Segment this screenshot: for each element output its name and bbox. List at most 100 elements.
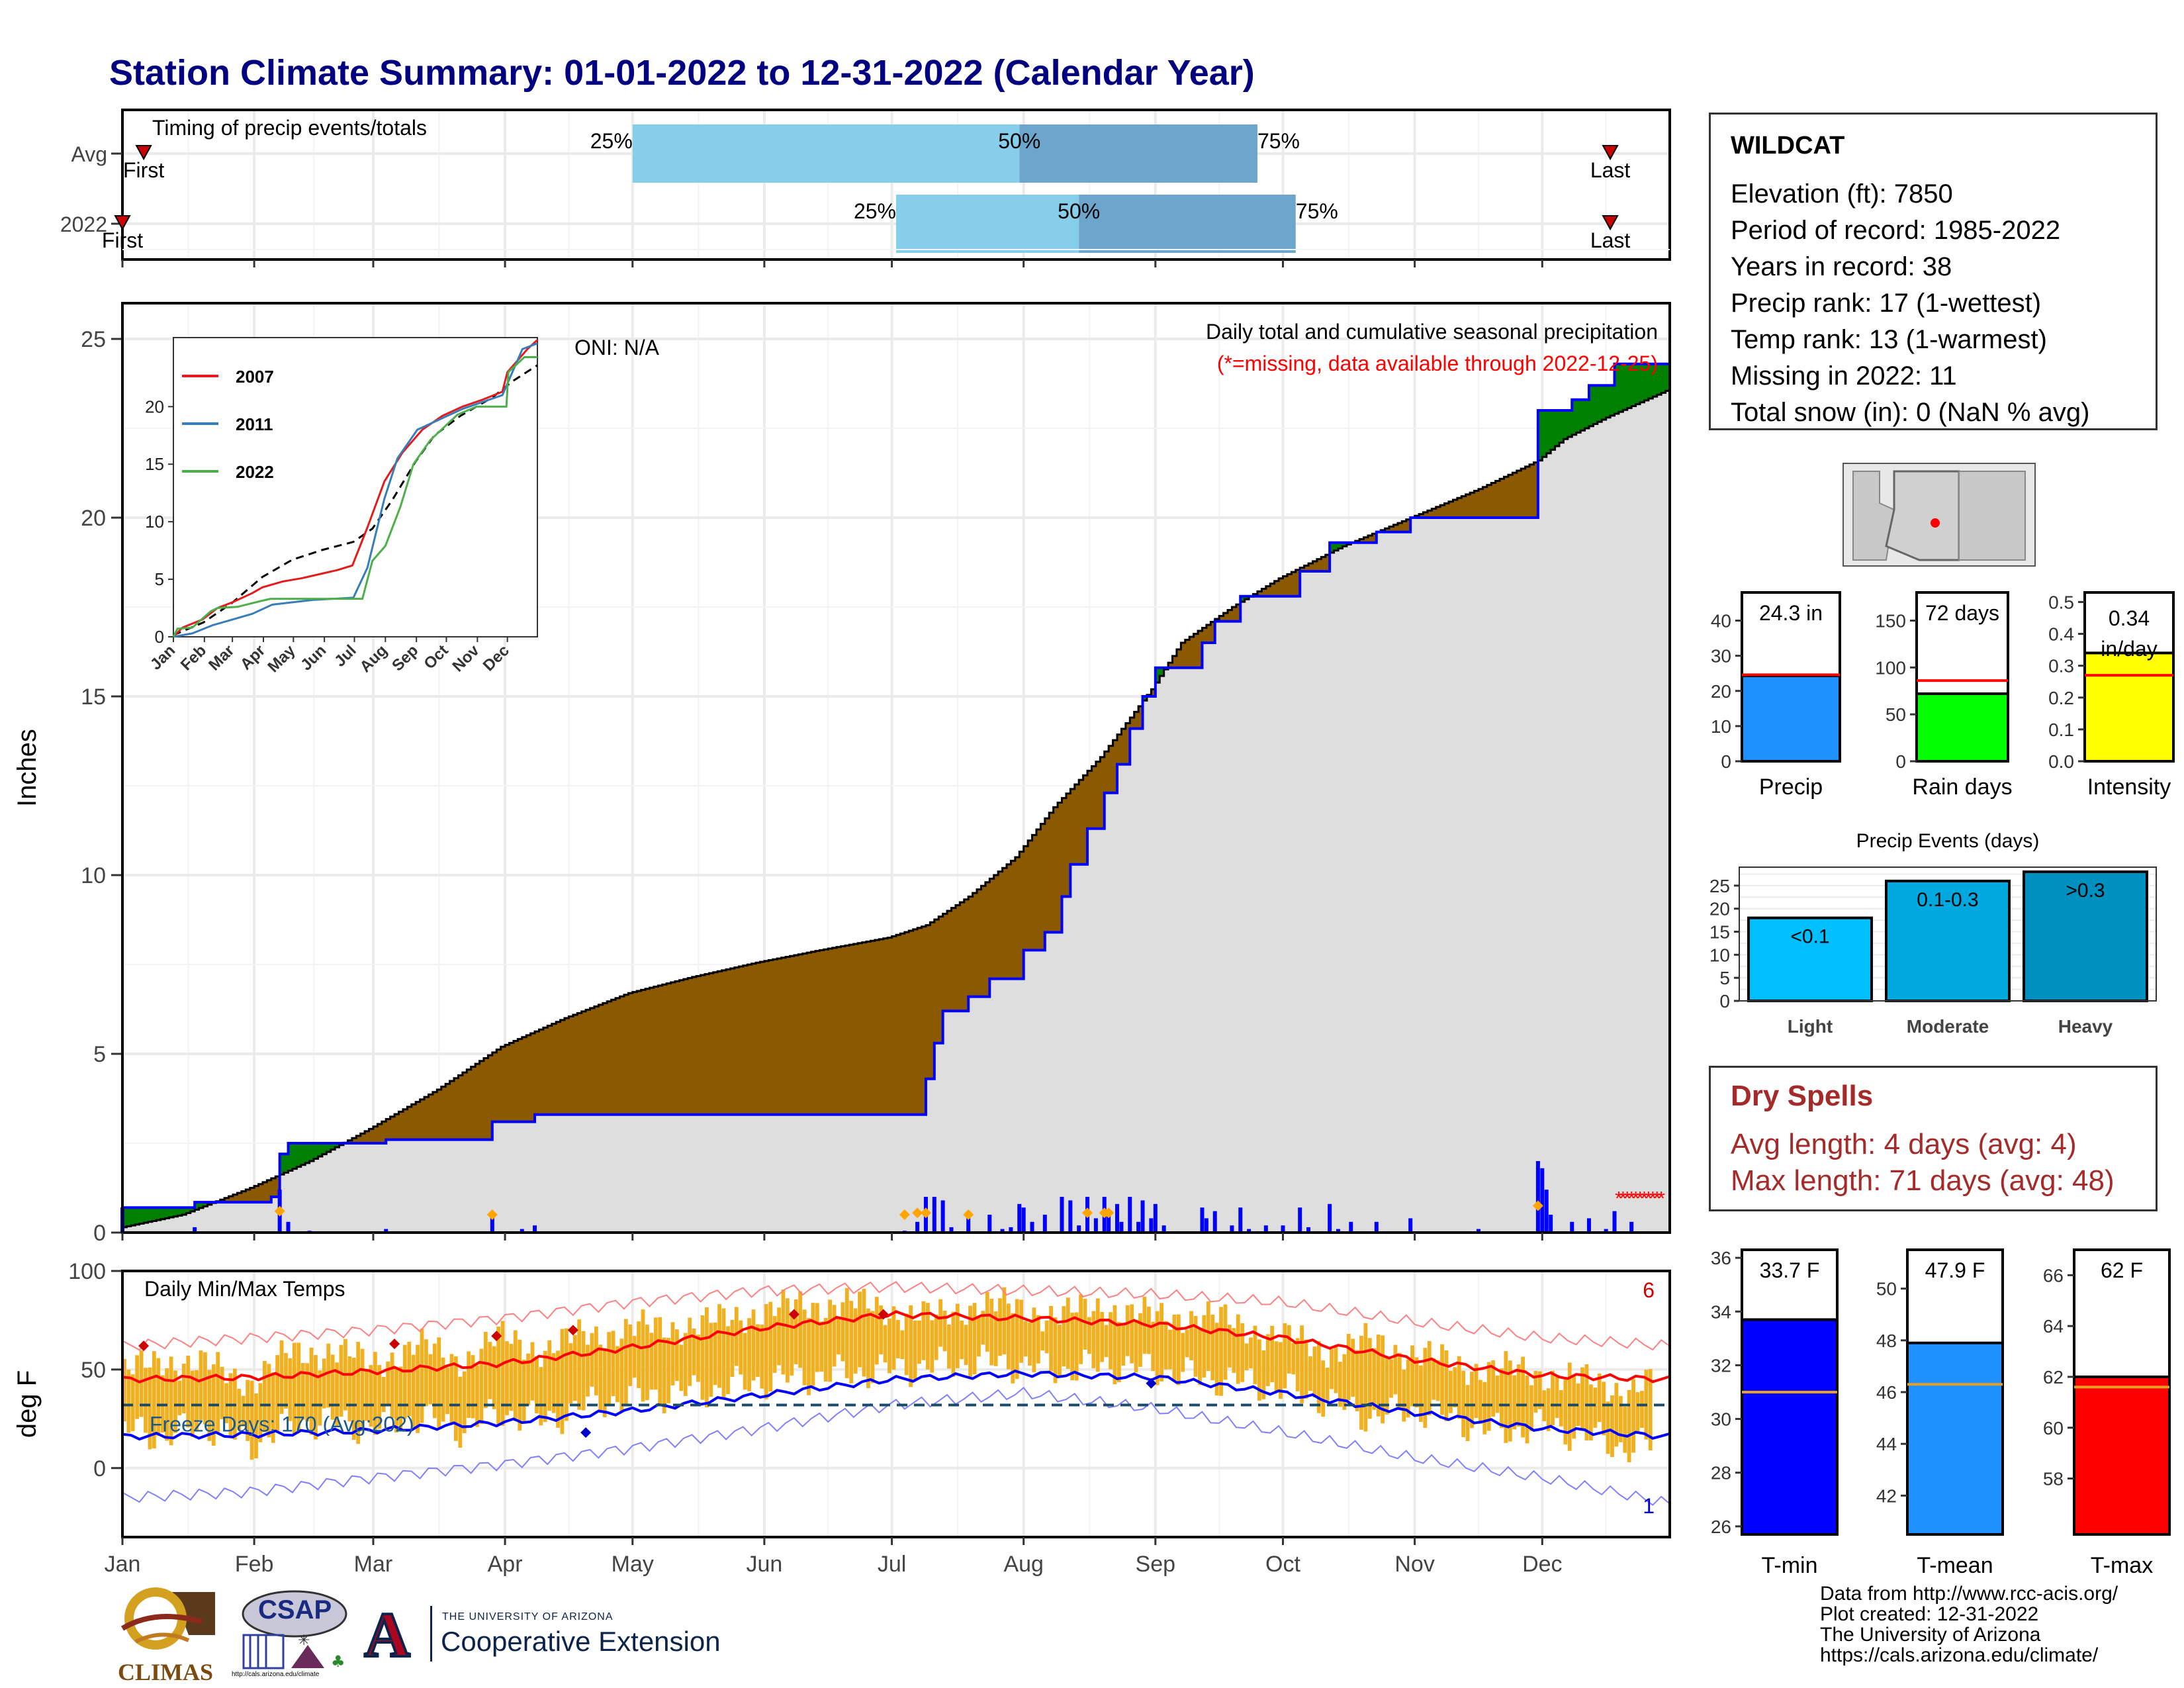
precip-daily-bar-45 [1281, 1225, 1285, 1233]
precip-daily-bar-43 [1247, 1229, 1251, 1233]
precip-extreme-marker-3 [912, 1207, 923, 1219]
timing-label-p25-Avg: 25% [590, 129, 633, 153]
precip-daily-bar-30 [1115, 1203, 1119, 1233]
precip-daily-bar-15 [966, 1218, 971, 1233]
precip-daily-bar-10 [915, 1221, 920, 1233]
precip-totals-y-tick-label-0-2: 20 [1711, 681, 1731, 702]
precip-daily-bar-12 [932, 1197, 936, 1233]
climas-logo: CLIMAS [109, 1582, 222, 1685]
precip-y-tick-label-0: 0 [93, 1221, 106, 1246]
map-newmexico-shape [1958, 471, 2026, 561]
events-bar-label-Moderate: 0.1-0.3 [1917, 889, 1978, 911]
precip-daily-bar-57 [1549, 1215, 1553, 1233]
credit-university: The University of Arizona [1820, 1624, 2041, 1646]
station-elevation: Elevation (ft): 7850 [1731, 179, 1953, 209]
credit-data-source: Data from http://www.rcc-acis.org/ [1820, 1583, 2118, 1605]
precip-totals-y-tick-label-0-0: 0 [1721, 751, 1731, 772]
temps-y-tick-label-0: 0 [93, 1456, 106, 1481]
precip-extreme-marker-8 [1103, 1207, 1115, 1219]
timing-first-label-2022: First [102, 228, 143, 252]
precip-missing-marker-7: * [1645, 1188, 1653, 1210]
precip-missing-marker-1: * [1619, 1188, 1627, 1210]
precip-missing-marker-4: * [1632, 1188, 1640, 1210]
temp-totals-category-label-1: T-mean [1917, 1553, 1993, 1578]
temp-totals-y-tick-label-2-4: 66 [2043, 1265, 2064, 1286]
timing-last-marker-Avg [1602, 145, 1619, 161]
precip-daily-bar-16 [987, 1215, 992, 1233]
precip-observed-line [121, 362, 1670, 1233]
precip-daily-bar-24 [1068, 1200, 1073, 1233]
precip-deficit-area [216, 462, 1539, 1203]
precip-daily-bar-6 [490, 1215, 494, 1233]
events-y-tick-label-2: 10 [1709, 945, 1730, 965]
precip-daily-bar-14 [949, 1227, 954, 1233]
timing-chart: Timing of precip events/totals Avg 25% 50% 7… [60, 109, 1671, 261]
timing-row-label-2022: 2022 [60, 212, 107, 236]
precip-plot-border [121, 302, 1671, 1234]
precip-daily-bar-3 [286, 1221, 291, 1233]
x-axis-tick-label-8: Sep [1136, 1552, 1176, 1577]
temp-totals-y-tick-label-0-5: 36 [1711, 1248, 1731, 1268]
station-years: Years in record: 38 [1731, 252, 1952, 281]
temps-record-high-marker-4 [788, 1309, 799, 1320]
precip-totals-value-label-1: 72 days [1925, 601, 1999, 625]
precip-daily-bar-53 [1476, 1229, 1480, 1233]
temp-totals-y-tick-label-2-2: 62 [2043, 1367, 2064, 1387]
precip-daily-bar-21 [1030, 1221, 1034, 1233]
timing-first-marker-Avg [135, 145, 152, 161]
station-snow: Total snow (in): 0 (NaN % avg) [1731, 398, 2090, 427]
temps-record-low-line [122, 1386, 1670, 1506]
temp-totals-bar-1 [1906, 1341, 2004, 1536]
x-axis-tick-label-10: Nov [1394, 1552, 1434, 1577]
precip-chart-title: Daily total and cumulative seasonal prec… [1206, 320, 1658, 344]
precip-daily-bar-46 [1298, 1207, 1302, 1233]
temps-record-high-line [122, 1281, 1670, 1351]
temp-totals-y-tick-label-1-4: 50 [1876, 1279, 1897, 1299]
precip-daily-bar-22 [1042, 1215, 1047, 1233]
temp-totals-y-tick-label-2-0: 58 [2043, 1469, 2064, 1489]
temp-totals-value-label-0: 33.7 F [1760, 1258, 1820, 1282]
precip-totals-category-label-0: Precip [1759, 774, 1823, 800]
precip-totals-y-tick-label-2-2: 0.2 [2048, 688, 2074, 708]
events-bar-Heavy [2023, 870, 2148, 1003]
precip-daily-bar-51 [1374, 1221, 1379, 1233]
precip-extreme-marker-1 [486, 1209, 498, 1220]
station-temp-rank: Temp rank: 13 (1-warmest) [1731, 325, 2047, 354]
temps-plot-border [121, 1270, 1671, 1538]
temps-avg-high-line [122, 1310, 1670, 1383]
temps-record-high-marker-5 [878, 1309, 889, 1320]
precip-daily-bar-37 [1161, 1225, 1166, 1233]
inset-plot-border [173, 337, 538, 637]
events-plot-border [1739, 867, 2157, 1002]
precip-extreme-marker-5 [963, 1209, 974, 1220]
precip-y-tick-label-3: 15 [81, 684, 106, 710]
precip-extreme-marker-4 [920, 1207, 931, 1219]
precip-daily-bar-31 [1119, 1221, 1124, 1233]
precip-totals-y-tick-label-1-0: 0 [1895, 751, 1906, 772]
credit-url: https://cals.arizona.edu/climate/ [1820, 1644, 2099, 1666]
precip-daily-bar-41 [1230, 1225, 1234, 1233]
precip-y-tick-label-2: 10 [81, 863, 106, 888]
inset-legend-label-2007: 2007 [236, 367, 274, 387]
precip-daily-bar-40 [1212, 1211, 1217, 1233]
precip-daily-bar-36 [1153, 1203, 1158, 1233]
precip-daily-bar-38 [1200, 1207, 1205, 1233]
temps-record-low-count: 1 [1643, 1494, 1655, 1518]
events-bar-Light [1747, 916, 1873, 1003]
temp-totals-y-tick-label-0-2: 30 [1711, 1409, 1731, 1430]
precip-totals-y-tick-label-1-3: 150 [1875, 611, 1906, 632]
inset-legend-label-2022: 2022 [236, 462, 274, 482]
temps-chart-title: Daily Min/Max Temps [144, 1277, 345, 1301]
temp-totals-category-label-0: T-min [1762, 1553, 1818, 1578]
timing-last-label-2022: Last [1590, 228, 1631, 252]
dry-spells-max: Max length: 71 days (avg: 48) [1731, 1164, 2115, 1197]
precip-totals-value-label-2: 0.34 [2109, 606, 2150, 630]
timing-bar-p25-p50-2022 [896, 195, 1079, 253]
precip-totals-y-tick-label-1-1: 50 [1886, 704, 1906, 725]
events-y-tick-label-3: 15 [1709, 922, 1730, 943]
station-name: WILDCAT [1731, 132, 1845, 160]
temp-totals-category-label-2: T-max [2091, 1553, 2153, 1578]
precip-daily-bar-39 [1204, 1218, 1208, 1233]
events-category-label-Moderate: Moderate [1907, 1016, 1989, 1037]
timing-bar-p50-p75-Avg [1019, 124, 1257, 183]
